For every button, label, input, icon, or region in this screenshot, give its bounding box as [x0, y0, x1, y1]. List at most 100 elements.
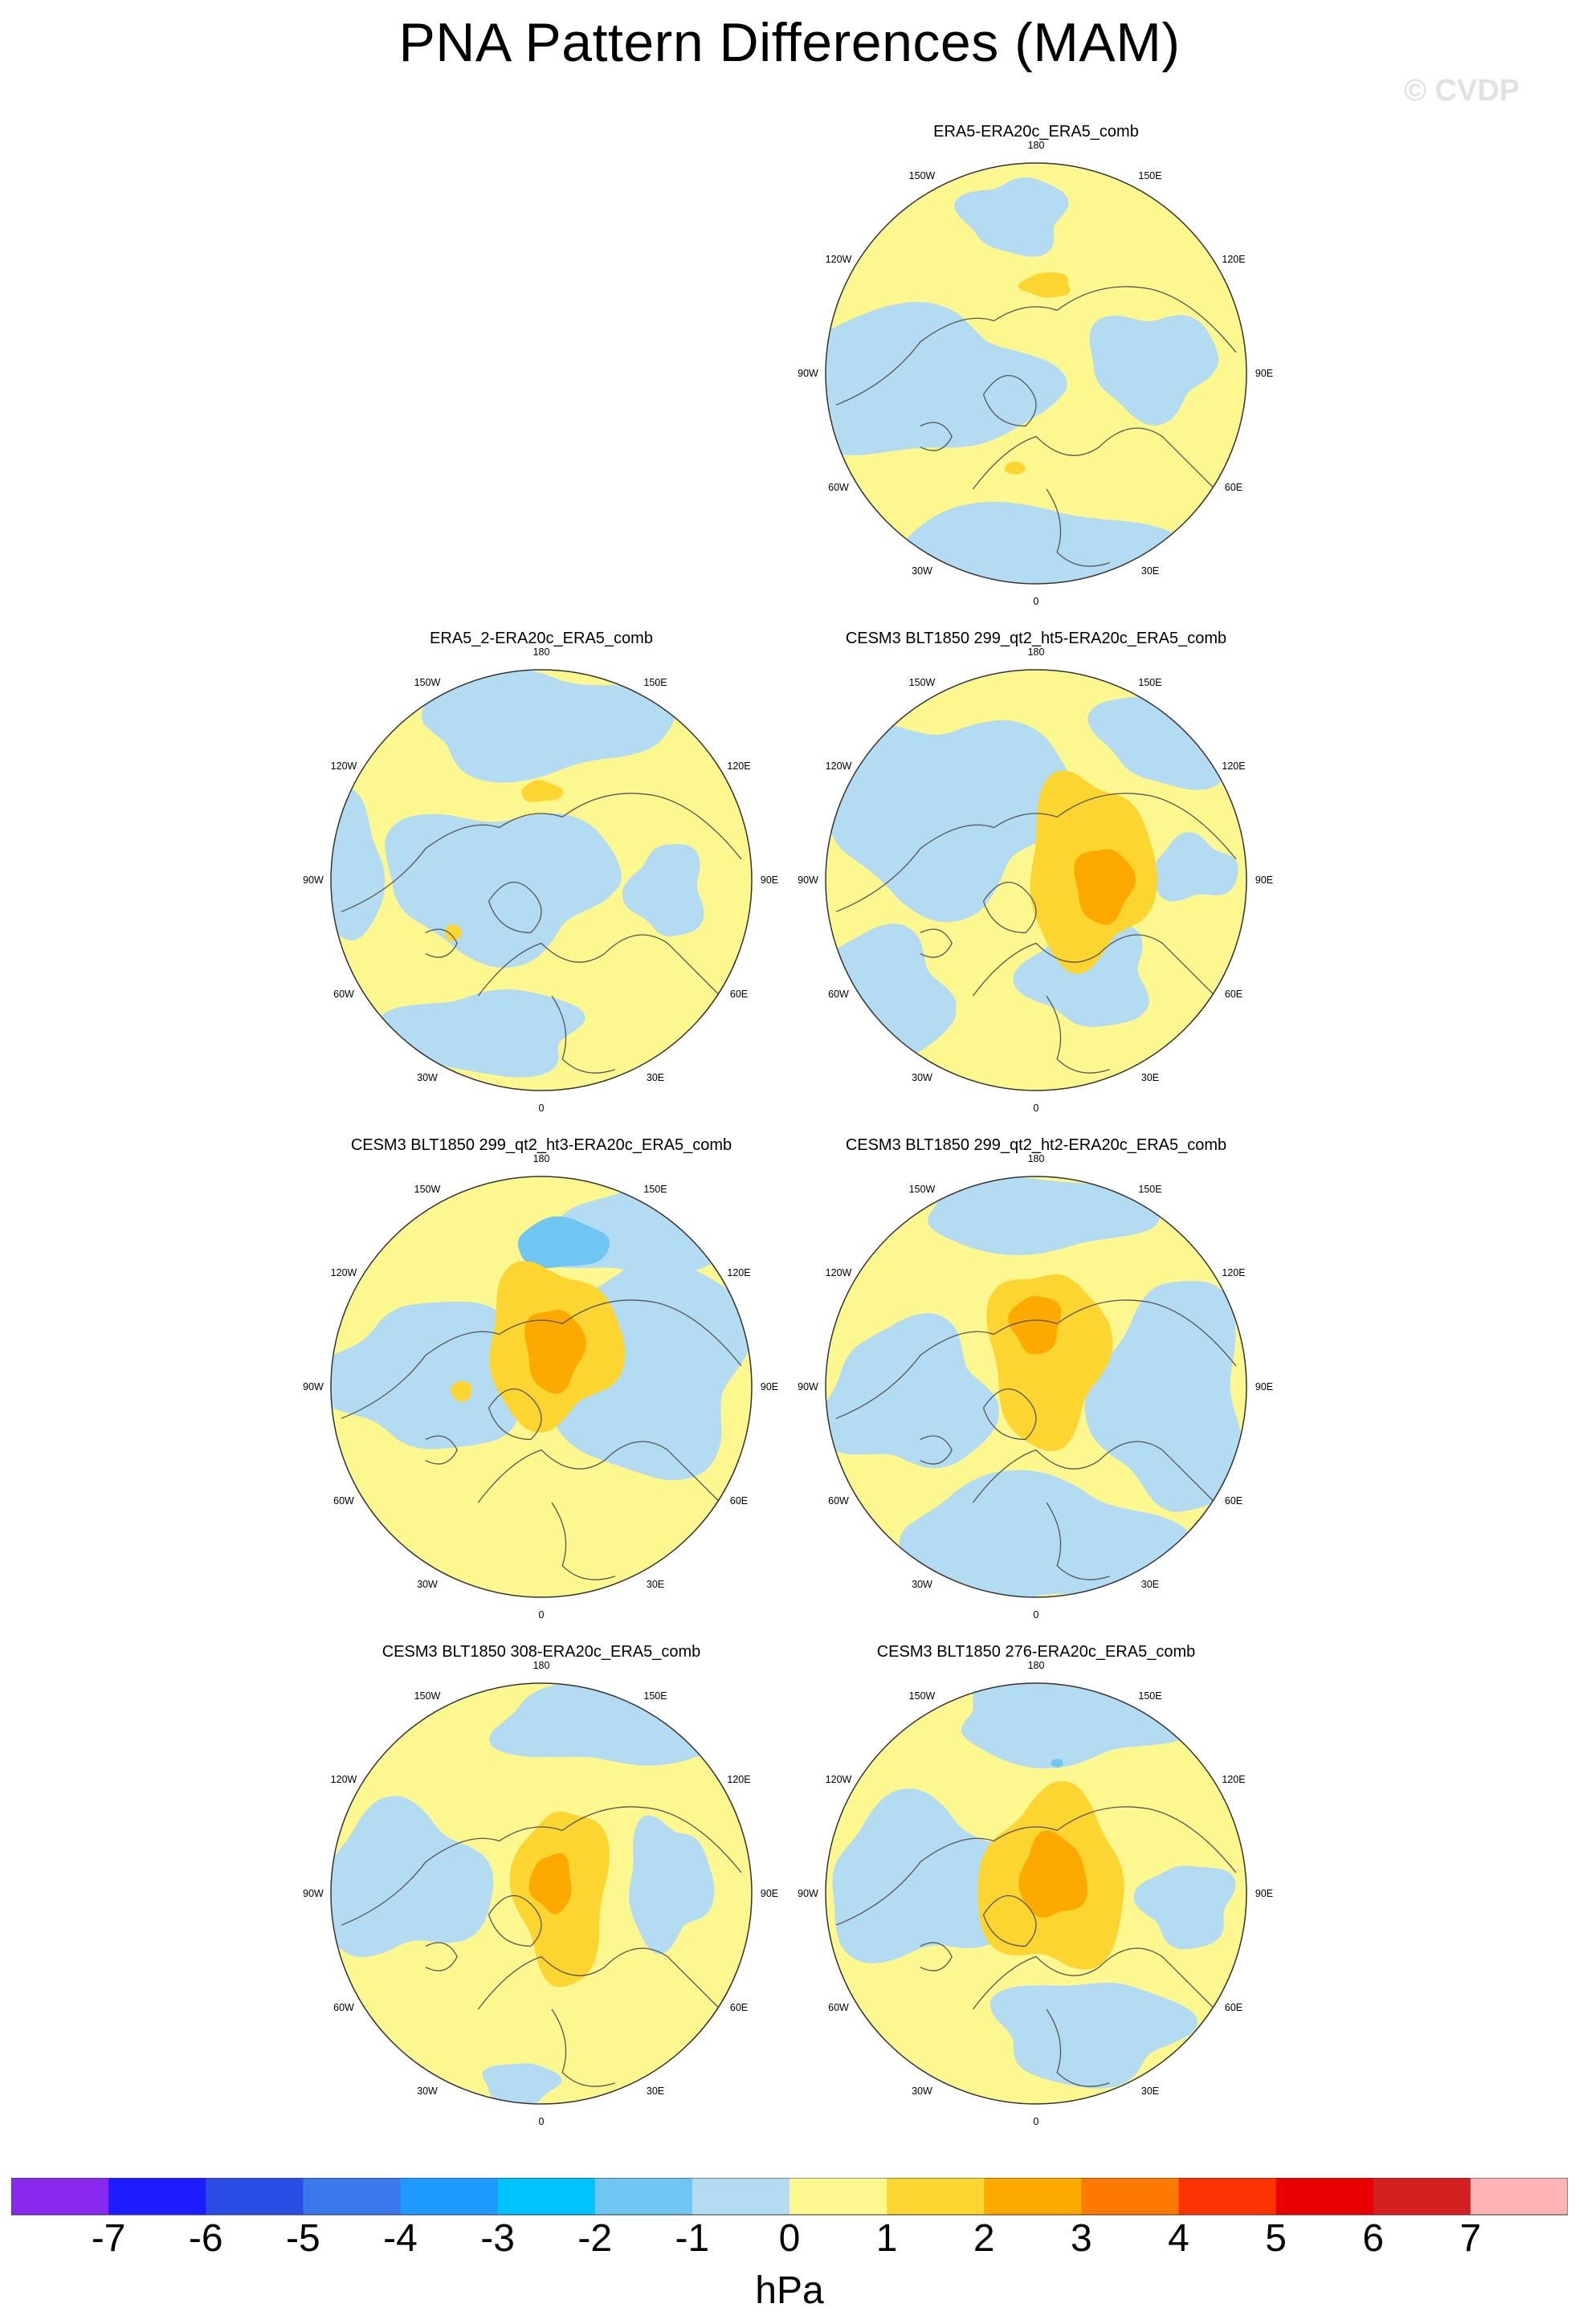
contour-region-neg1 — [826, 1313, 1000, 1469]
polar-map: 180 150E 120E 90E 60E 30E 0 30W 60W 90W 120W 150W — [798, 140, 1273, 607]
longitude-label: 60E — [1225, 1495, 1242, 1507]
coastline — [551, 995, 615, 1074]
longitude-label: 60W — [828, 1495, 849, 1507]
longitude-label: 30W — [912, 2085, 932, 2097]
longitude-label: 90W — [798, 368, 818, 379]
longitude-label: 0 — [1034, 2116, 1039, 2127]
longitude-label: 120W — [331, 1267, 357, 1278]
colorbar-box — [206, 2178, 304, 2215]
colorbar-label: -1 — [675, 2217, 710, 2260]
longitude-label: 60W — [333, 1495, 354, 1507]
longitude-label: 60E — [1225, 482, 1242, 493]
coastline — [920, 422, 953, 451]
coastline — [1046, 2008, 1110, 2087]
colorbar-box — [1178, 2178, 1277, 2215]
contour-region-pos2 — [444, 924, 462, 942]
colorbar-label: -7 — [91, 2217, 126, 2260]
colorbar-box — [594, 2178, 693, 2215]
coastline — [972, 934, 1216, 997]
colorbar-units: hPa — [755, 2269, 824, 2312]
polar-map: 180 150E 120E 90E 60E 30E 0 30W 60W 90W 120W 150W — [798, 1660, 1273, 2127]
figure-title: PNA Pattern Differences (MAM) — [398, 12, 1181, 73]
longitude-label: 60W — [333, 2002, 354, 2013]
longitude-label: 150E — [1138, 170, 1161, 181]
longitude-label: 30W — [417, 1072, 438, 1083]
longitude-label: 60E — [730, 1495, 748, 1507]
longitude-label: 150W — [414, 677, 441, 688]
copyright-watermark: © CVDP — [1404, 74, 1520, 108]
colorbar-box — [1275, 2178, 1374, 2215]
contour-region-neg1 — [482, 2063, 562, 2104]
colorbar — [11, 2178, 1568, 2216]
contour-region-pos3 — [1018, 1830, 1087, 1918]
longitude-label: 30E — [1141, 565, 1159, 577]
contour-region-pos3 — [528, 1853, 572, 1914]
polar-map: 180 150E 120E 90E 60E 30E 0 30W 60W 90W 120W 150W — [303, 1153, 778, 1621]
longitude-label: 120E — [727, 760, 750, 772]
longitude-label: 150W — [909, 677, 936, 688]
polar-map: 180 150E 120E 90E 60E 30E 0 30W 60W 90W 120W 150W — [798, 1153, 1273, 1621]
longitude-label: 90W — [798, 1381, 818, 1392]
contour-region-neg1 — [489, 1683, 738, 1766]
longitude-label: 180 — [1028, 1153, 1045, 1164]
contour-region-neg2 — [1051, 1759, 1063, 1767]
map-boundary — [825, 162, 1247, 585]
longitude-label: 60W — [828, 482, 849, 493]
longitude-label: 30E — [647, 1579, 664, 1590]
coastline — [982, 882, 1037, 934]
colorbar-label: 1 — [875, 2217, 898, 2260]
longitude-label: 120W — [331, 1774, 357, 1785]
contour-region-neg1 — [331, 789, 386, 941]
longitude-label: 180 — [1028, 1660, 1045, 1671]
longitude-label: 60E — [1225, 2002, 1242, 2013]
map-boundary — [330, 1176, 753, 1598]
contour-region-pos3 — [1008, 1295, 1062, 1355]
panel-title: ERA5-ERA20c_ERA5_comb — [933, 123, 1139, 141]
coastline — [477, 934, 721, 997]
colorbar-label: 4 — [1168, 2217, 1189, 2260]
coastline — [341, 793, 742, 912]
colorbar-label: 6 — [1362, 2217, 1385, 2260]
coastline — [920, 1435, 953, 1465]
coastline — [488, 882, 542, 934]
map-boundary — [825, 1682, 1247, 2105]
coastline — [551, 1502, 615, 1580]
contour-region-neg1 — [379, 989, 585, 1078]
longitude-label: 150W — [414, 1184, 441, 1195]
coastline — [920, 928, 953, 958]
contour-region-pos2 — [1004, 461, 1026, 475]
longitude-label: 30W — [912, 1579, 932, 1590]
map-boundary — [825, 1176, 1247, 1598]
longitude-label: 120W — [331, 760, 357, 772]
coastline — [835, 1806, 1237, 1926]
longitude-label: 150E — [1138, 1184, 1161, 1195]
longitude-label: 90E — [761, 875, 778, 886]
contour-region-neg1 — [954, 177, 1069, 257]
longitude-label: 120E — [1222, 1267, 1245, 1278]
coastline — [982, 1388, 1037, 1441]
coastline — [341, 1299, 742, 1419]
longitude-label: 90E — [761, 1381, 778, 1392]
contour-region-neg1 — [331, 1301, 518, 1449]
longitude-label: 30E — [1141, 1072, 1159, 1083]
coastline — [425, 1942, 458, 1971]
longitude-label: 60E — [730, 989, 748, 1000]
map-boundary — [825, 669, 1247, 1091]
longitude-label: 90W — [303, 1888, 324, 1899]
colorbar-label: -4 — [383, 2217, 418, 2260]
colorbar-label: -6 — [188, 2217, 223, 2260]
contour-region-neg1 — [1084, 1281, 1244, 1512]
longitude-label: 90E — [1255, 368, 1273, 379]
contour-region-pos2 — [450, 1380, 472, 1402]
longitude-label: 120W — [826, 254, 852, 265]
longitude-label: 30E — [1141, 1579, 1159, 1590]
coastline — [1046, 995, 1110, 1074]
longitude-label: 180 — [533, 646, 550, 658]
longitude-label: 180 — [1028, 646, 1045, 658]
colorbar-label: -3 — [480, 2217, 515, 2260]
colorbar-label: 5 — [1265, 2217, 1287, 2260]
contour-region-neg1 — [1154, 832, 1239, 902]
colorbar-box — [108, 2178, 206, 2215]
contour-region-neg1 — [1133, 1865, 1236, 1950]
longitude-label: 90W — [303, 1381, 324, 1392]
